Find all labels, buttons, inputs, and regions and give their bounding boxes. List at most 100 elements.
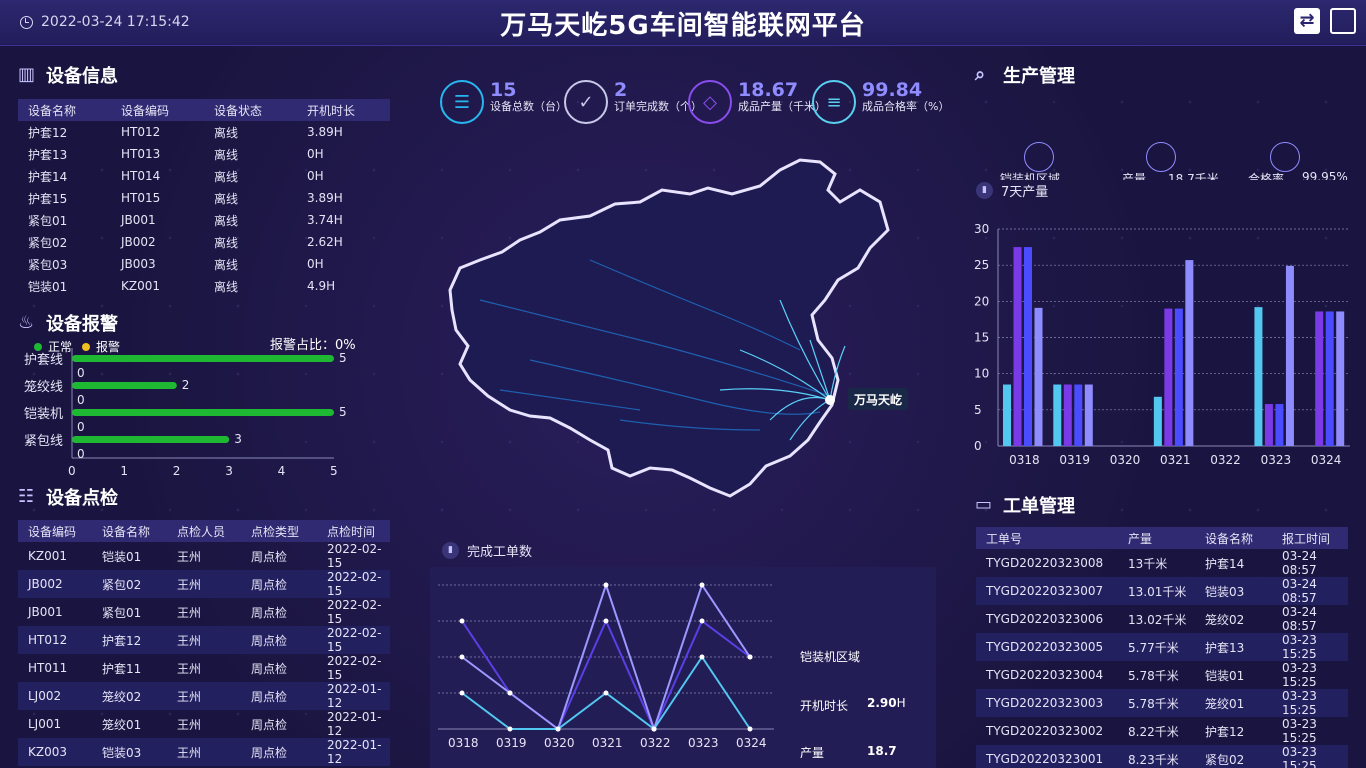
series-point[interactable]	[555, 726, 561, 732]
fullscreen-button[interactable]	[1330, 8, 1356, 34]
bar[interactable]	[1053, 384, 1062, 446]
table-cell: 周点检	[241, 682, 317, 710]
series-point[interactable]	[699, 618, 705, 624]
bar[interactable]	[1174, 308, 1183, 446]
bar[interactable]	[1185, 260, 1194, 446]
page-title: 万马天屹5G车间智能联网平台	[500, 11, 866, 41]
bar[interactable]	[1325, 311, 1334, 446]
kpi-card: ✓ 2 订单完成数（个）	[564, 79, 702, 124]
series-point[interactable]	[507, 726, 513, 732]
series-point[interactable]	[699, 654, 705, 660]
table-row[interactable]: TYGD20220323001 8.23千米 紧包02 03-23 15:25	[976, 745, 1348, 768]
bar[interactable]	[1315, 311, 1324, 446]
bar[interactable]	[1063, 384, 1072, 446]
series-line[interactable]	[461, 618, 751, 732]
table-row[interactable]: 紧包02 JB002 离线 2.62H	[18, 231, 390, 253]
table-cell: TYGD20220323005	[976, 633, 1118, 661]
series-point[interactable]	[651, 726, 657, 732]
bar[interactable]	[1285, 265, 1294, 446]
table-row[interactable]: TYGD20220323005 5.77千米 护套13 03-23 15:25	[976, 633, 1348, 661]
table-cell: 王州	[167, 626, 241, 654]
y-tick-label: 30	[974, 222, 989, 236]
table-row[interactable]: 护套12 HT012 离线 3.89H	[18, 121, 390, 143]
bar[interactable]	[1084, 384, 1093, 446]
bar[interactable]	[1275, 404, 1284, 446]
bar-normal[interactable]	[72, 382, 177, 389]
table-row[interactable]: LJ001 笼绞01 王州 周点检 2022-01-12	[18, 710, 390, 738]
bar[interactable]	[1024, 247, 1032, 446]
table-row[interactable]: JB001 紧包01 王州 周点检 2022-02-15	[18, 598, 390, 626]
production-header: ⌕ 生产管理	[975, 62, 1075, 88]
series-point[interactable]	[699, 582, 705, 588]
bar[interactable]	[1013, 247, 1022, 446]
bar[interactable]	[1254, 307, 1263, 446]
kpi-value: 2	[614, 79, 628, 101]
table-cell: TYGD20220323004	[986, 668, 1104, 682]
bar-value-normal: 2	[182, 378, 190, 392]
swap-button[interactable]: ⇄	[1294, 8, 1320, 34]
table-row[interactable]: 护套14 HT014 离线 0H	[18, 165, 390, 187]
side-runtime-label: 开机时长	[800, 699, 849, 713]
bar[interactable]	[1074, 384, 1083, 446]
bar[interactable]	[1153, 396, 1162, 446]
series-point[interactable]	[747, 654, 753, 660]
table-row[interactable]: LJ002 笼绞02 王州 周点检 2022-01-12	[18, 682, 390, 710]
table-row[interactable]: HT011 护套11 王州 周点检 2022-02-15	[18, 654, 390, 682]
table-row[interactable]: TYGD20220323007 13.01千米 铠装03 03-24 08:57	[976, 577, 1348, 605]
table-cell: 铠装03	[1195, 577, 1272, 605]
column-header: 点检类型	[241, 520, 317, 542]
series-point[interactable]	[459, 654, 465, 660]
table-cell: 护套12	[28, 125, 68, 140]
device-info-header: ▥ 设备信息	[18, 62, 118, 88]
table-cell: 护套13	[28, 147, 68, 162]
series-point[interactable]	[459, 618, 465, 624]
table-row[interactable]: 护套15 HT015 离线 3.89H	[18, 187, 390, 209]
bar[interactable]	[1264, 404, 1273, 446]
table-cell: 紧包03	[28, 257, 68, 272]
table-row[interactable]: KZ002铠装02王州周点检2022-01-12	[18, 766, 390, 768]
table-row[interactable]: HT012 护套12 王州 周点检 2022-02-15	[18, 626, 390, 654]
bar-normal[interactable]	[72, 436, 230, 443]
table-cell: 13.01千米	[1118, 577, 1195, 605]
x-tick-label: 5	[330, 464, 338, 478]
bar[interactable]	[1034, 307, 1043, 446]
table-cell: 5.78千米	[1128, 668, 1179, 683]
bar[interactable]	[1003, 384, 1011, 446]
bar-normal[interactable]	[72, 355, 334, 362]
table-cell: HT013	[121, 147, 161, 161]
production-summary: 铠装机区域 产量 18.7千米 合格率 99.95%	[990, 170, 1350, 180]
table-cell: JB001	[121, 213, 156, 227]
legend-alarm: 报警	[96, 340, 121, 354]
series-point[interactable]	[459, 690, 465, 696]
table-row[interactable]: 铠装01 KZ001 离线 4.9H	[18, 275, 390, 297]
x-tick-label: 4	[278, 464, 286, 478]
table-row[interactable]: KZ003 铠装03 王州 周点检 2022-01-12	[18, 738, 390, 766]
workorder-table: 工单号 产量 设备名称 报工时间 TYGD20220323008 13千米 护套14 03-2…	[976, 527, 1348, 768]
x-tick-label: 0324	[1311, 453, 1342, 467]
table-row[interactable]: TYGD20220323002 8.22千米 护套12 03-23 15:25	[976, 717, 1348, 745]
series-point[interactable]	[603, 618, 609, 624]
series-point[interactable]	[603, 582, 609, 588]
table-row[interactable]: 护套13 HT013 离线 0H	[18, 143, 390, 165]
table-row[interactable]: KZ001 铠装01 王州 周点检 2022-02-15	[18, 542, 390, 570]
side-runtime-unit: H	[896, 696, 906, 710]
table-row[interactable]: TYGD20220323006 13.02千米 笼绞02 03-24 08:57	[976, 605, 1348, 633]
table-cell: HT012	[121, 125, 161, 139]
table-row[interactable]: TYGD20220323004 5.78千米 铠装01 03-23 15:25	[976, 661, 1348, 689]
series-point[interactable]	[747, 726, 753, 732]
table-cell: 王州	[177, 717, 202, 732]
table-row[interactable]: JB002 紧包02 王州 周点检 2022-02-15	[18, 570, 390, 598]
table-row[interactable]: 紧包01 JB001 离线 3.74H	[18, 209, 390, 231]
table-row[interactable]: TYGD20220323008 13千米 护套14 03-24 08:57	[976, 549, 1348, 577]
bar[interactable]	[1164, 308, 1173, 446]
x-tick-label: 0321	[1160, 453, 1191, 467]
series-point[interactable]	[507, 690, 513, 696]
table-row[interactable]: 紧包03 JB003 离线 0H	[18, 253, 390, 275]
table-cell: 紧包02	[1195, 745, 1272, 768]
table-row[interactable]: TYGD20220323003 5.78千米 笼绞01 03-23 15:25	[976, 689, 1348, 717]
table-cell: 0H	[307, 169, 324, 183]
bar[interactable]	[1336, 311, 1345, 446]
series-point[interactable]	[603, 690, 609, 696]
table-cell: 13.02千米	[1128, 612, 1187, 627]
bar-normal[interactable]	[72, 409, 334, 416]
